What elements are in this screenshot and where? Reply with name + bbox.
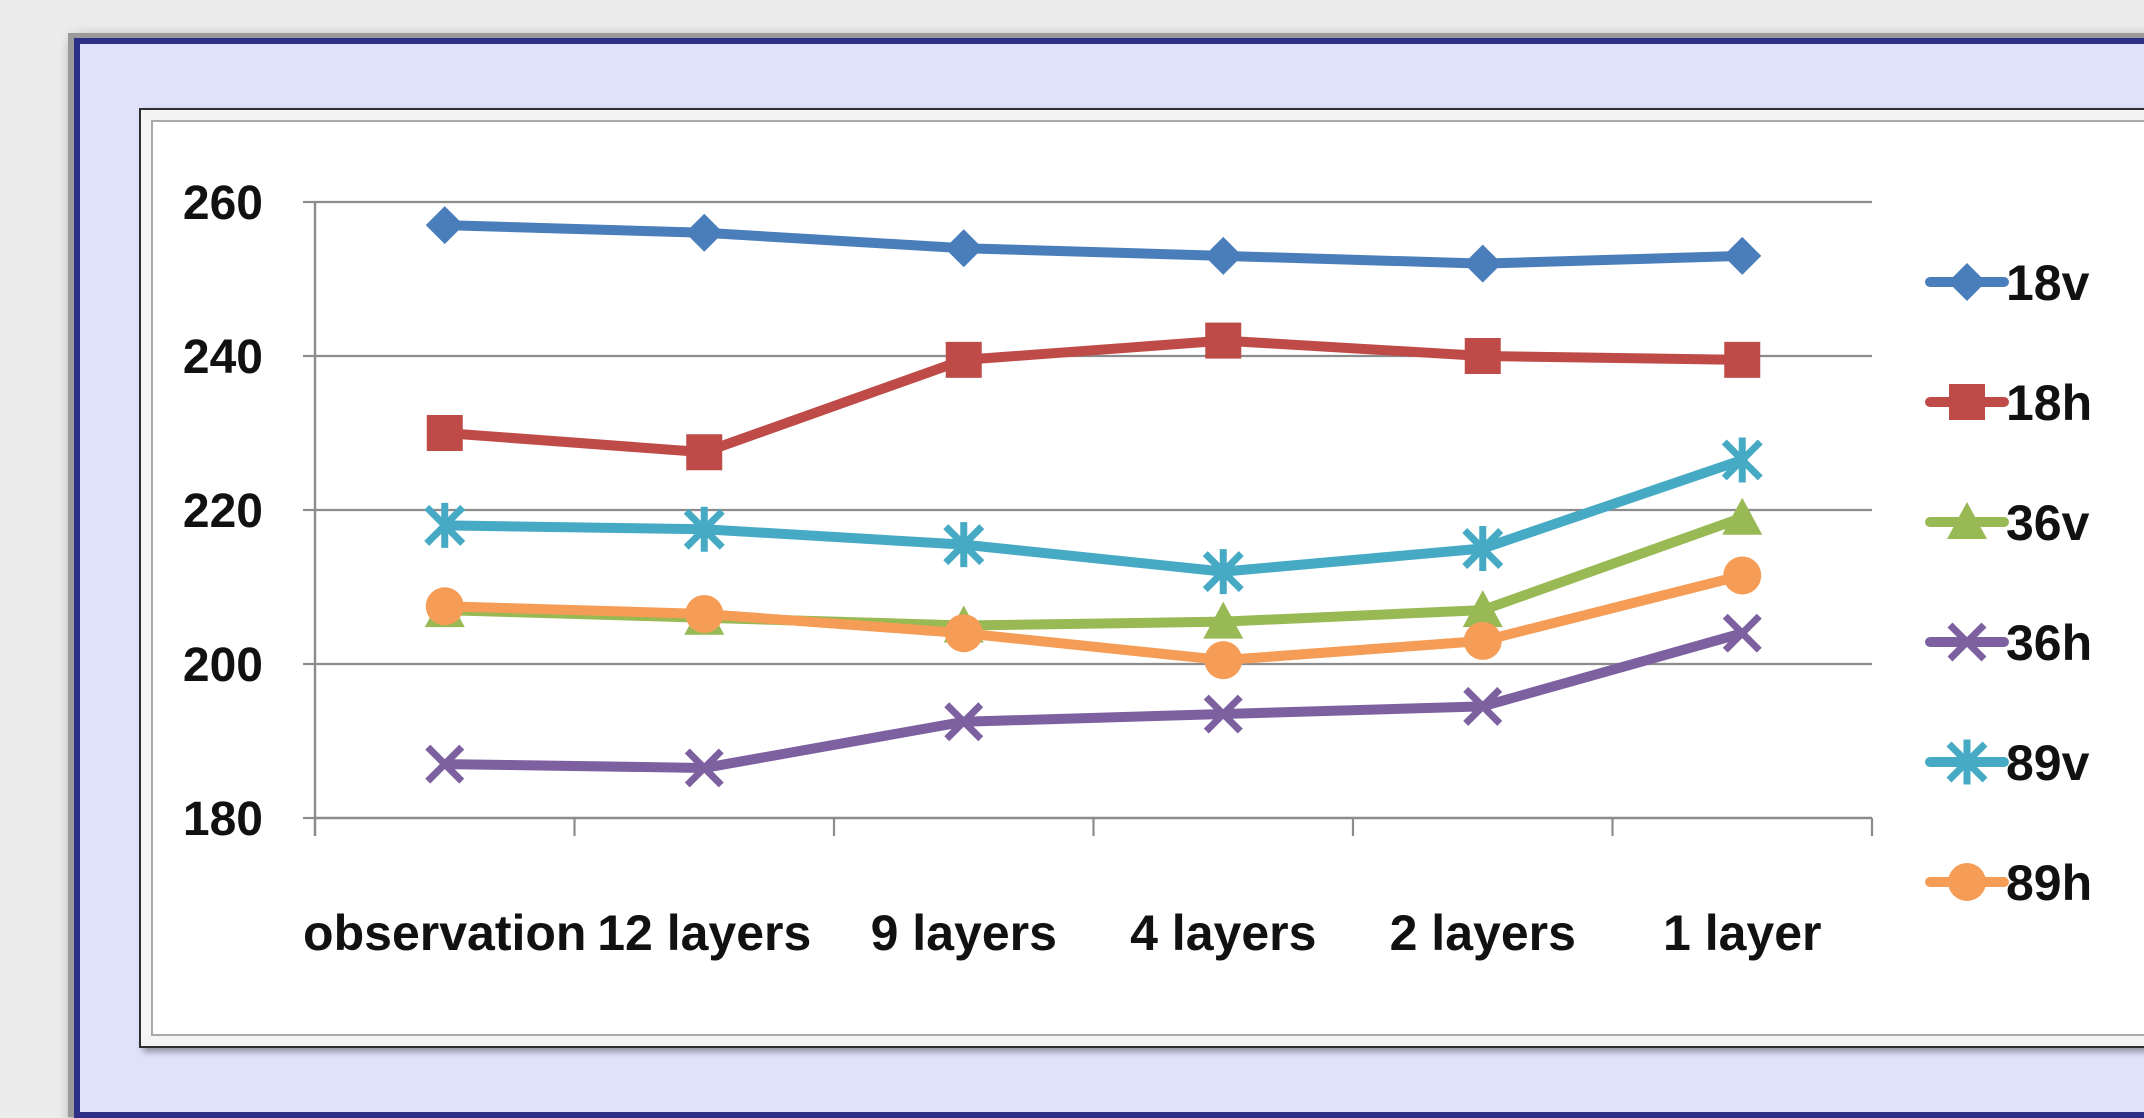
legend-label: 18v bbox=[2006, 255, 2090, 311]
legend-label: 36v bbox=[2006, 495, 2090, 551]
data-point bbox=[1722, 497, 1763, 535]
series-89v bbox=[424, 437, 1763, 595]
data-point bbox=[1462, 526, 1504, 571]
data-point bbox=[1722, 613, 1762, 653]
series-89h bbox=[425, 556, 1762, 680]
chart-panel bbox=[139, 108, 2144, 1048]
legend-marker bbox=[1949, 384, 1985, 420]
series-line bbox=[439, 220, 1748, 269]
series-line bbox=[439, 570, 1748, 666]
legend-label: 36h bbox=[2006, 615, 2092, 671]
data-point bbox=[944, 614, 983, 653]
data-point bbox=[1204, 641, 1243, 680]
x-category-labels: observation 12 layers 9 layers 4 layers 2 la… bbox=[303, 905, 1821, 961]
data-point bbox=[1723, 556, 1762, 595]
data-point bbox=[943, 522, 985, 568]
data-point bbox=[1723, 236, 1762, 275]
data-point bbox=[944, 702, 984, 742]
y-tick-label: 240 bbox=[183, 331, 263, 384]
legend-label: 89v bbox=[2006, 735, 2090, 791]
legend-entry: 18v bbox=[1925, 255, 2090, 311]
legend-entry: 36v bbox=[1925, 495, 2090, 551]
data-point bbox=[1463, 686, 1503, 726]
data-point bbox=[686, 434, 723, 471]
series-line bbox=[439, 454, 1748, 577]
gridlines bbox=[315, 200, 1872, 666]
data-point bbox=[1464, 338, 1501, 374]
series-36h bbox=[425, 613, 1762, 788]
legend-marker bbox=[1947, 622, 1987, 662]
x-category-label: 2 layers bbox=[1390, 905, 1576, 961]
data-point bbox=[1205, 322, 1242, 359]
y-tick-label: 220 bbox=[183, 485, 263, 538]
data-point bbox=[425, 744, 465, 784]
x-category-label: observation bbox=[303, 905, 586, 961]
data-point bbox=[685, 213, 724, 252]
y-tick-labels: 180 200 220 240 260 bbox=[183, 177, 263, 846]
legend-marker bbox=[1946, 739, 1988, 785]
data-point bbox=[425, 206, 464, 245]
legend-marker bbox=[1948, 263, 1986, 301]
data-point bbox=[1463, 621, 1502, 660]
data-point bbox=[685, 594, 724, 633]
series-18v bbox=[425, 206, 1762, 283]
legend-label: 89h bbox=[2006, 855, 2092, 911]
data-point bbox=[1721, 437, 1763, 483]
legend-marker bbox=[1948, 863, 1986, 901]
series-line bbox=[439, 335, 1748, 458]
y-tick-label: 260 bbox=[183, 177, 263, 230]
x-category-label: 12 layers bbox=[597, 905, 811, 961]
data-point bbox=[1203, 694, 1243, 734]
data-point bbox=[1463, 244, 1502, 283]
legend-entry: 36h bbox=[1925, 615, 2092, 671]
series-18h bbox=[426, 322, 1761, 471]
line-chart: 180 200 220 240 260 observation 12 layers 9 la… bbox=[183, 177, 2092, 961]
data-point bbox=[425, 587, 464, 626]
data-point bbox=[426, 415, 463, 451]
data-point bbox=[1204, 236, 1243, 275]
data-point bbox=[684, 748, 724, 788]
legend-marker bbox=[1947, 502, 1987, 539]
x-category-label: 4 layers bbox=[1130, 905, 1316, 961]
series-line bbox=[439, 628, 1748, 773]
legend-entry: 89h bbox=[1925, 855, 2092, 911]
legend-label: 18h bbox=[2006, 375, 2092, 431]
x-category-label: 1 layer bbox=[1663, 905, 1821, 961]
data-point bbox=[1202, 549, 1244, 595]
data-point bbox=[944, 229, 983, 268]
axes bbox=[303, 200, 1874, 836]
legend: 18v 18h 36v 36h 89v 89h bbox=[1925, 255, 2092, 911]
legend-entry: 89v bbox=[1925, 735, 2090, 791]
data-point bbox=[424, 502, 466, 548]
data-point bbox=[1203, 601, 1244, 639]
y-tick-label: 180 bbox=[183, 793, 263, 846]
data-point bbox=[945, 341, 982, 378]
y-tick-label: 200 bbox=[183, 639, 263, 692]
data-point bbox=[1724, 341, 1761, 378]
data-point bbox=[1462, 590, 1503, 628]
data-point bbox=[683, 506, 725, 552]
series-lines bbox=[424, 206, 1763, 788]
legend-entry: 18h bbox=[1925, 375, 2092, 431]
x-category-label: 9 layers bbox=[871, 905, 1057, 961]
